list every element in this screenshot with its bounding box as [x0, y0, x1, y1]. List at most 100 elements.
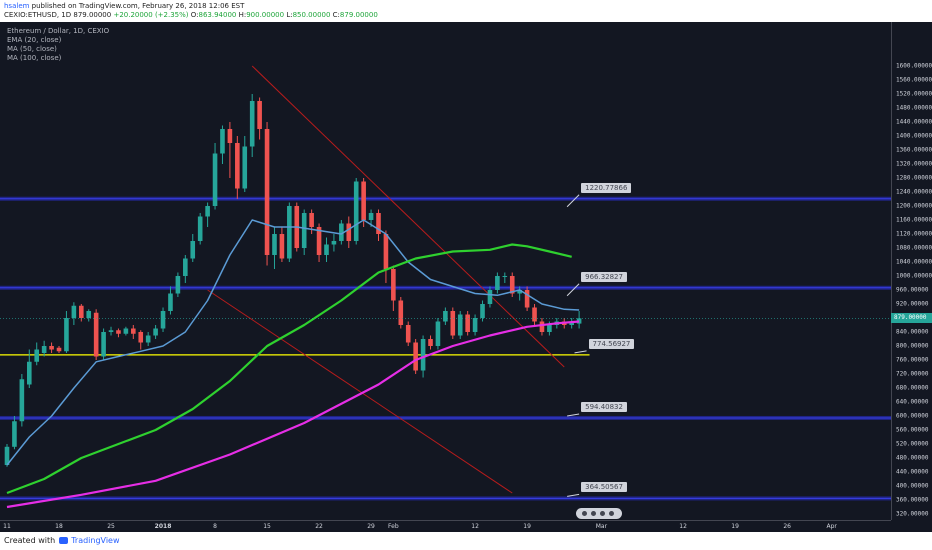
candle-body: [361, 181, 366, 220]
candle-body: [79, 305, 84, 318]
time-axis[interactable]: 11 18 25 2018 8 15 22 29 Feb 12 19 Mar 12 19 26 Apr: [0, 520, 891, 532]
legend-ema[interactable]: EMA (20, close): [7, 36, 62, 44]
time-tick-label: 18: [55, 523, 63, 530]
level-price-label[interactable]: 364.50567: [581, 482, 627, 493]
legend-ma100[interactable]: MA (100, close): [7, 54, 62, 62]
candle-body: [547, 325, 552, 332]
price-tick-label: 840.00000: [896, 328, 929, 336]
price-tick-label: 800.00000: [896, 342, 929, 350]
indicator-legend: Ethereum / Dollar, 1D, CEXIO EMA (20, cl…: [7, 27, 109, 63]
price-tick-label: 680.00000: [896, 384, 929, 392]
time-tick-label: 19: [523, 523, 531, 530]
candle-body: [487, 290, 493, 304]
author-link[interactable]: hsalem: [4, 2, 30, 10]
candle-body: [235, 143, 240, 189]
price-plot[interactable]: [0, 22, 891, 520]
price-tick-label: 1320.00000: [896, 160, 932, 168]
replay-dot-icon: [582, 511, 587, 516]
created-with: Created with TradingView: [4, 536, 120, 545]
ohlc-line: CEXIO:ETHUSD, 1D 879.00000 +20.20000 (+2…: [4, 11, 378, 19]
time-tick-label: 12: [471, 523, 479, 530]
candle-body: [257, 101, 262, 129]
time-tick-label: 8: [213, 523, 217, 530]
time-tick-label: Feb: [388, 523, 399, 530]
candle-body: [316, 227, 322, 255]
candle-body: [12, 421, 17, 447]
open-value: 863.94000: [198, 11, 237, 19]
price-tick-label: 1000.00000: [896, 272, 932, 280]
price-tick-label: 1280.00000: [896, 174, 932, 182]
label-callout: [567, 413, 580, 417]
candle-body: [64, 318, 69, 352]
current-price-tag: 879.00000: [891, 313, 932, 324]
level-price-label[interactable]: 1220.77866: [581, 182, 632, 193]
candle-body: [287, 206, 292, 259]
level-price-label[interactable]: 966.32827: [581, 271, 627, 282]
candle-body: [153, 328, 158, 336]
candle-body: [405, 325, 411, 343]
label-callout: [566, 194, 580, 208]
candle-body: [138, 332, 144, 343]
replay-button[interactable]: [576, 508, 622, 519]
candle-body: [339, 223, 344, 241]
price-tick-label: 400.00000: [896, 482, 929, 490]
price-tick-label: 1120.00000: [896, 230, 932, 238]
candle-body: [398, 300, 404, 325]
trend-channel-line: [251, 65, 565, 368]
candle-body: [168, 293, 173, 311]
candle-body: [190, 241, 196, 259]
time-tick-label: Mar: [595, 523, 608, 530]
footer-bar: Created with TradingView: [0, 532, 932, 550]
candle-body: [346, 223, 352, 241]
candle-body: [472, 318, 478, 332]
candle-body: [160, 311, 166, 329]
ma-50-line: [6, 243, 572, 495]
label-callout: [567, 493, 580, 497]
candle-body: [309, 213, 314, 227]
candle-body: [49, 346, 54, 350]
candle-body: [56, 347, 62, 352]
candle-body: [420, 339, 426, 371]
price-axis[interactable]: 320.00000 360.00000 400.00000 440.00000 480.…: [891, 22, 932, 520]
price-tick-label: 360.00000: [896, 496, 929, 504]
level-price-label[interactable]: 774.56927: [588, 338, 635, 349]
trend-channel-line: [207, 289, 513, 494]
price-tick-label: 640.00000: [896, 398, 929, 406]
candle-body: [220, 129, 225, 154]
candle-body: [26, 361, 32, 385]
price-tick-label: 1560.00000: [896, 76, 932, 84]
time-tick-label: 2018: [154, 523, 172, 530]
level-price-label[interactable]: 594.40832: [581, 401, 627, 412]
header-bar: hsalem published on TradingView.com, Feb…: [0, 0, 932, 22]
last-price: 879.00000: [73, 11, 112, 19]
candle-body: [413, 342, 418, 371]
price-tick-label: 1080.00000: [896, 244, 932, 252]
label-callout: [566, 283, 580, 297]
replay-dot-icon: [591, 511, 596, 516]
candle-body: [41, 346, 47, 353]
tradingview-link[interactable]: TradingView: [71, 536, 120, 545]
high-key: H:: [238, 11, 247, 19]
candle-body: [569, 321, 574, 325]
candle-body: [249, 101, 255, 147]
time-tick-label: 29: [367, 523, 375, 530]
candle-body: [4, 446, 10, 465]
high-value: 900.00000: [246, 11, 285, 19]
chart-pane[interactable]: Ethereum / Dollar, 1D, CEXIO EMA (20, cl…: [0, 22, 932, 532]
price-tick-label: 1400.00000: [896, 132, 932, 140]
replay-dot-icon: [609, 511, 614, 516]
publish-info: published on TradingView.com, February 2…: [29, 2, 245, 10]
price-tick-label: 1360.00000: [896, 146, 932, 154]
price-tick-label: 1200.00000: [896, 202, 932, 210]
price-tick-label: 1160.00000: [896, 216, 932, 224]
time-tick-label: 25: [107, 523, 115, 530]
candle-body: [576, 318, 582, 324]
price-tick-label: 960.00000: [896, 286, 929, 294]
candle-body: [71, 305, 77, 318]
candle-body: [517, 290, 522, 294]
candle-body: [495, 276, 500, 290]
price-tick-label: 320.00000: [896, 510, 929, 518]
candle-body: [376, 213, 381, 234]
legend-ma50[interactable]: MA (50, close): [7, 45, 57, 53]
ma-100-line: [6, 320, 580, 509]
